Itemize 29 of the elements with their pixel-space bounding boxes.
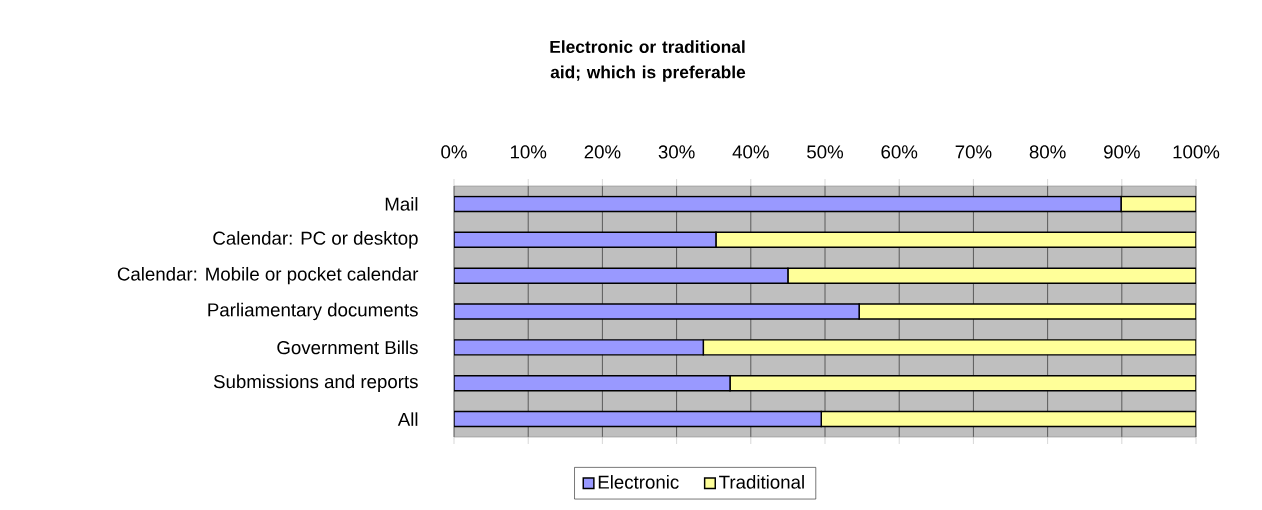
x-tick-label: 20%	[584, 145, 621, 159]
legend-label: Traditional	[719, 475, 804, 489]
x-tick-label: 100%	[1173, 145, 1220, 159]
x-tick-label: 60%	[881, 145, 918, 159]
bar	[454, 410, 823, 428]
bar	[454, 195, 1122, 213]
y-tick-label: All	[397, 412, 418, 426]
x-tick-label: 90%	[1104, 145, 1140, 159]
y-tick-label: Calendar: Mobile or pocket calendar	[117, 266, 419, 285]
chart-title: Electronic or traditional aid; which is preferable	[550, 40, 746, 82]
bar	[1120, 195, 1197, 213]
bar	[454, 231, 717, 249]
x-tick-label: 50%	[807, 145, 844, 159]
y-tick-label: Calendar: PC or desktop	[213, 231, 418, 249]
x-tick-label: 30%	[658, 145, 695, 159]
y-tick-label: Parliamentary documents	[208, 302, 418, 321]
x-tick-label: 0%	[441, 145, 467, 159]
y-tick-label: Government Bills	[277, 340, 418, 355]
y-tick-label: Submissions and reports	[213, 374, 418, 392]
y-tick-label: Mail	[385, 197, 418, 211]
bar	[820, 410, 1197, 428]
x-tick-label: 70%	[955, 145, 992, 159]
x-tick-label: 40%	[732, 145, 769, 159]
bar	[729, 374, 1197, 392]
bar	[715, 231, 1197, 249]
legend-label: Electronic	[598, 475, 679, 489]
bar	[454, 374, 731, 392]
x-tick-label: 80%	[1029, 145, 1066, 159]
x-tick-label: 10%	[510, 145, 547, 159]
